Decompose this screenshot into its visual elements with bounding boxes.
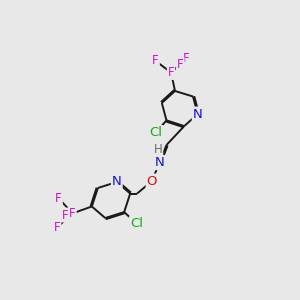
Text: F: F xyxy=(168,66,174,79)
Text: N: N xyxy=(155,156,164,169)
Text: Cl: Cl xyxy=(150,126,163,139)
Text: F: F xyxy=(55,192,62,205)
Text: Cl: Cl xyxy=(130,217,143,230)
Text: F: F xyxy=(69,207,76,220)
Text: F: F xyxy=(152,54,159,68)
Text: F: F xyxy=(177,58,184,71)
Text: F: F xyxy=(183,52,190,65)
Text: N: N xyxy=(112,176,122,188)
Text: H: H xyxy=(154,143,162,156)
Text: F: F xyxy=(54,221,61,234)
Text: N: N xyxy=(193,108,202,121)
Text: F: F xyxy=(62,208,69,221)
Text: O: O xyxy=(147,175,157,188)
